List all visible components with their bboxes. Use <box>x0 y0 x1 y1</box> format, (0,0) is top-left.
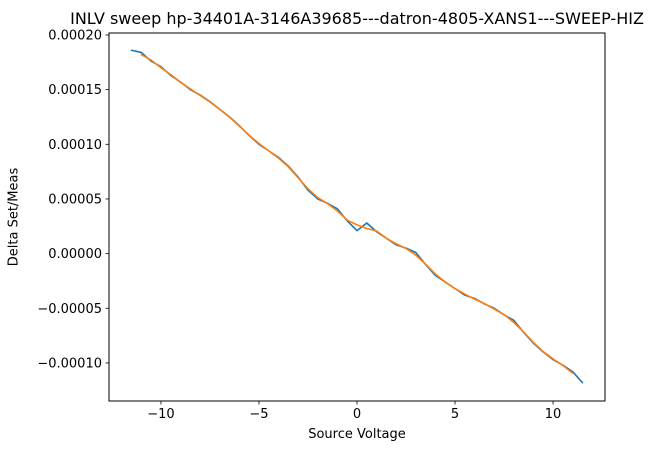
series1-line <box>130 49 584 384</box>
x-tick-label: −5 <box>249 407 268 422</box>
y-tick-label: 0.00000 <box>48 247 102 262</box>
x-tick-label: 5 <box>451 407 459 422</box>
x-tick-label: 0 <box>353 407 361 422</box>
y-tick-label: 0.00015 <box>48 83 102 98</box>
y-tick-label: −0.00005 <box>37 302 102 317</box>
x-axis-label: Source Voltage <box>308 427 406 442</box>
chart-title: INLV sweep hp-34401A-3146A39685---datron… <box>70 9 644 28</box>
x-tick-label: 10 <box>545 407 562 422</box>
y-axis-label: Delta Set/Meas <box>6 167 22 267</box>
y-tick-label: 0.00010 <box>48 138 102 153</box>
y-tick-label: 0.00005 <box>48 192 102 207</box>
x-tick-label: −10 <box>147 407 174 422</box>
y-tick-label: 0.00020 <box>48 28 102 43</box>
y-tick-label: −0.00010 <box>37 356 102 371</box>
plot-border <box>108 32 606 402</box>
series2-line <box>140 53 574 374</box>
